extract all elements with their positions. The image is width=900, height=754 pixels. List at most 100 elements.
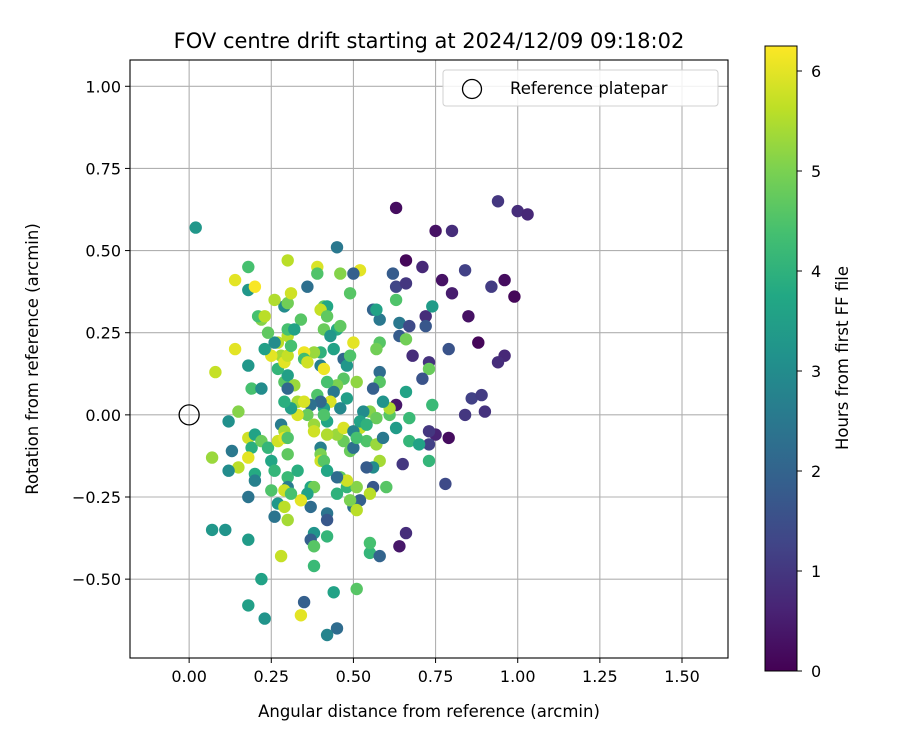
- x-tick-label: 1.00: [500, 667, 536, 686]
- data-point: [307, 559, 321, 573]
- data-point: [317, 408, 331, 422]
- chart-title: FOV centre drift starting at 2024/12/09 …: [174, 29, 685, 53]
- x-tick-label: 0.25: [253, 667, 289, 686]
- data-point: [350, 503, 363, 517]
- data-point: [350, 480, 363, 494]
- data-point: [317, 362, 331, 376]
- data-point: [245, 382, 258, 395]
- data-point: [301, 280, 314, 293]
- data-point: [320, 428, 334, 441]
- y-tick-label: 1.00: [85, 77, 121, 96]
- y-axis-label: Rotation from reference (arcmin): [23, 223, 42, 495]
- data-point: [370, 411, 383, 425]
- data-point: [491, 356, 505, 369]
- data-point: [445, 287, 459, 300]
- data-point: [288, 323, 301, 336]
- data-point: [242, 599, 255, 612]
- x-tick-label: 1.50: [664, 667, 700, 686]
- x-tick-label: 1.25: [582, 667, 618, 686]
- data-point: [370, 303, 383, 316]
- data-point: [301, 408, 314, 422]
- reference-marker: [178, 404, 200, 426]
- data-point: [347, 267, 360, 280]
- data-point: [278, 395, 291, 408]
- data-point: [291, 464, 304, 477]
- data-point: [205, 523, 219, 537]
- data-point: [320, 530, 334, 543]
- data-point: [347, 336, 360, 349]
- data-point: [281, 471, 294, 484]
- y-tick-label: −0.25: [72, 488, 121, 507]
- data-point: [248, 280, 262, 293]
- data-point: [228, 273, 242, 287]
- data-point: [281, 369, 294, 382]
- data-point: [284, 339, 298, 353]
- colorbar-label: Hours from first FF file: [833, 266, 852, 450]
- data-point: [360, 461, 373, 474]
- data-point: [294, 609, 308, 622]
- colorbar-gradient: [764, 45, 798, 672]
- colorbar: 0 1 2 3 4 5 6 Hours from first FF file: [764, 45, 852, 681]
- data-point: [485, 280, 498, 293]
- data-point: [265, 484, 278, 497]
- colorbar-tick-label: 2: [811, 462, 821, 481]
- data-point: [399, 526, 413, 540]
- data-point: [281, 431, 294, 445]
- data-point: [370, 342, 383, 356]
- data-point: [347, 441, 360, 454]
- data-point: [301, 356, 314, 369]
- data-point: [281, 382, 294, 395]
- colorbar-ticks: 0 1 2 3 4 5 6: [797, 62, 821, 681]
- data-point: [297, 595, 311, 609]
- data-point: [284, 487, 298, 500]
- data-point: [508, 290, 521, 303]
- data-point: [330, 241, 344, 254]
- x-axis-ticks: 0.00 0.25 0.50 0.75 1.00 1.25 1.50: [171, 658, 700, 686]
- legend-box: [442, 69, 719, 107]
- reference-marker-group: [178, 404, 200, 426]
- data-point: [350, 582, 363, 596]
- data-point: [334, 402, 347, 415]
- colorbar-tick-label: 4: [811, 262, 821, 281]
- data-point: [245, 441, 258, 454]
- data-point: [393, 540, 406, 553]
- data-point: [281, 254, 294, 267]
- data-point: [258, 612, 271, 625]
- data-point: [304, 500, 317, 514]
- data-point: [268, 510, 281, 523]
- data-point: [284, 287, 298, 300]
- data-point: [330, 487, 344, 500]
- data-point: [320, 513, 334, 527]
- data-point: [225, 444, 239, 458]
- data-point: [281, 513, 294, 527]
- data-point: [228, 342, 242, 356]
- colorbar-tick-label: 0: [811, 662, 821, 681]
- data-point: [340, 392, 354, 405]
- data-point: [294, 313, 308, 326]
- y-tick-label: 0.50: [85, 242, 121, 261]
- data-point: [278, 500, 291, 514]
- data-point: [209, 365, 222, 379]
- x-tick-label: 0.00: [171, 667, 207, 686]
- data-point: [419, 319, 432, 333]
- x-axis-label: Angular distance from reference (arcmin): [258, 702, 600, 721]
- data-point: [330, 622, 344, 635]
- data-point: [403, 434, 416, 448]
- data-point: [389, 293, 403, 307]
- data-point: [412, 438, 426, 451]
- data-point: [274, 549, 288, 563]
- data-point: [357, 405, 370, 418]
- data-point: [426, 300, 439, 313]
- data-point: [350, 431, 363, 445]
- colorbar-tick-label: 3: [811, 362, 821, 381]
- data-point: [294, 494, 308, 507]
- data-point: [307, 540, 321, 553]
- data-point: [373, 549, 386, 563]
- data-point: [268, 464, 281, 477]
- data-point: [320, 375, 334, 389]
- data-point: [458, 408, 472, 422]
- x-tick-label: 0.50: [336, 667, 372, 686]
- colorbar-tick-label: 6: [811, 62, 821, 81]
- data-point: [445, 224, 459, 238]
- data-point: [419, 310, 432, 323]
